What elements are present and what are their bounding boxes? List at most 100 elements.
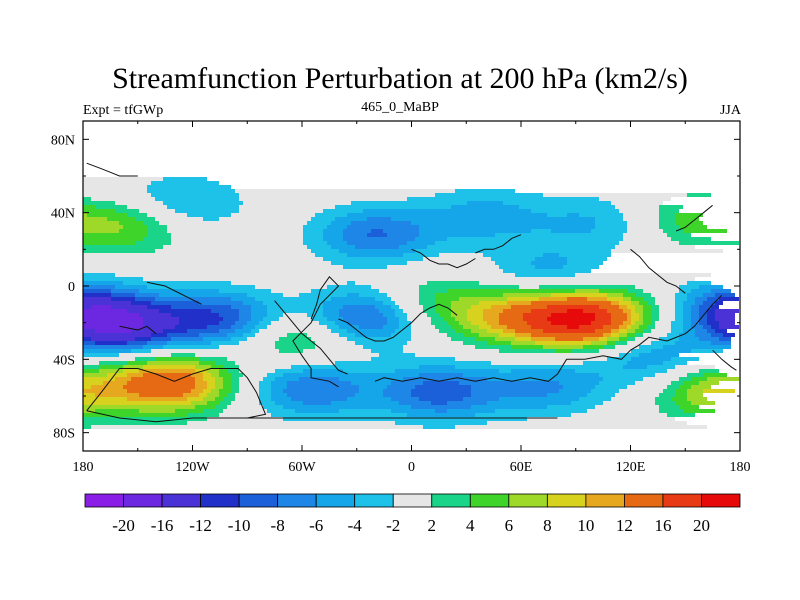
contour-cell	[523, 313, 551, 317]
contour-cell	[303, 237, 323, 241]
contour-cell	[503, 329, 515, 333]
contour-cell	[515, 273, 575, 277]
contour-cell	[687, 193, 711, 197]
contour-cell	[411, 393, 471, 397]
contour-cell	[119, 353, 171, 357]
contour-cell	[639, 345, 663, 349]
contour-cell	[555, 349, 571, 353]
contour-cell	[127, 213, 147, 217]
contour-cell	[427, 281, 479, 285]
contour-cell	[259, 397, 271, 401]
contour-cell	[407, 241, 435, 245]
colorbar-box	[392, 493, 433, 508]
contour-cell	[91, 337, 135, 341]
contour-cell	[427, 245, 615, 249]
contour-cell	[567, 257, 607, 261]
coastline	[338, 303, 458, 342]
contour-cell	[247, 293, 283, 297]
contour-cell	[83, 337, 91, 341]
contour-cell	[419, 289, 447, 293]
contour-cell	[331, 245, 355, 249]
contour-cell	[187, 213, 231, 217]
contour-cell	[111, 289, 139, 293]
contour-cell	[695, 297, 707, 301]
contour-cell	[603, 345, 615, 349]
contour-cell	[451, 325, 463, 329]
contour-cell	[455, 357, 607, 361]
contour-cell	[83, 381, 103, 385]
contour-cell	[203, 217, 219, 221]
contour-cell	[259, 381, 271, 385]
contour-cell	[691, 313, 699, 317]
contour-cell	[659, 409, 683, 413]
contour-cell	[267, 309, 323, 313]
contour-cell	[511, 369, 575, 373]
contour-cell	[135, 297, 155, 301]
contour-cell	[419, 301, 435, 305]
contour-cell	[703, 301, 715, 305]
contour-cell	[351, 381, 391, 385]
contour-cell	[167, 333, 199, 337]
contour-cell	[83, 309, 127, 313]
contour-cell	[143, 277, 695, 281]
contour-cell	[123, 225, 147, 229]
colorbar-box	[469, 493, 510, 508]
contour-cell	[91, 385, 123, 389]
contour-cell	[583, 309, 607, 313]
contour-cell	[635, 333, 643, 337]
contour-cell	[411, 337, 451, 341]
contour-cell	[231, 389, 239, 393]
contour-cell	[667, 333, 679, 337]
contour-cell	[655, 325, 671, 329]
coastline	[292, 276, 340, 388]
contour-cell	[615, 205, 659, 209]
contour-cell	[207, 325, 231, 329]
contour-cell	[267, 373, 283, 377]
contour-cell	[579, 397, 611, 401]
contour-cell	[383, 325, 399, 329]
colorbar-box	[624, 493, 664, 508]
contour-cell	[127, 397, 187, 401]
contour-cell	[271, 289, 311, 293]
contour-cell	[255, 297, 331, 301]
contour-cell	[387, 317, 399, 321]
coastline	[274, 300, 348, 375]
contour-cell	[219, 393, 227, 397]
contour-cell	[223, 385, 231, 389]
contour-cell	[411, 321, 431, 325]
contour-cell	[495, 233, 623, 237]
contour-cell	[611, 317, 627, 321]
contour-cell	[471, 305, 491, 309]
contour-cell	[275, 369, 303, 373]
contour-cell	[359, 385, 387, 389]
contour-cell	[411, 405, 471, 409]
contour-cell	[447, 401, 487, 405]
contour-cell	[175, 409, 203, 413]
contour-cell	[235, 361, 335, 365]
contour-cell	[83, 353, 119, 357]
contour-cell	[155, 197, 239, 201]
contour-cell	[627, 341, 651, 345]
colorbar-box	[161, 493, 201, 508]
contour-cell	[423, 309, 435, 313]
contour-cell	[227, 333, 243, 337]
contour-cell	[675, 401, 691, 405]
contour-cell	[651, 329, 671, 333]
contour-cell	[371, 229, 383, 233]
contour-cell	[83, 297, 111, 301]
contour-cell	[631, 297, 643, 301]
contour-cell	[691, 321, 699, 325]
contour-cell	[683, 409, 715, 413]
contour-cell	[203, 377, 215, 381]
coastline	[146, 281, 202, 305]
contour-cell	[83, 413, 187, 417]
contour-cell	[151, 181, 219, 185]
contour-cell	[427, 313, 439, 317]
contour-cell	[143, 221, 159, 225]
contour-cell	[475, 337, 495, 341]
contour-cell	[451, 313, 467, 317]
contour-cell	[83, 341, 95, 345]
contour-cell	[83, 313, 139, 317]
contour-cell	[487, 321, 499, 325]
contour-cell	[591, 229, 627, 233]
